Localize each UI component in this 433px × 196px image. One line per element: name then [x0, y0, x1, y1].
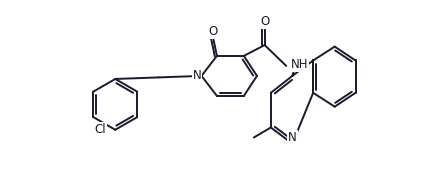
- Text: N: N: [288, 131, 297, 144]
- Text: O: O: [260, 15, 269, 28]
- Text: Cl: Cl: [94, 123, 106, 136]
- Text: N: N: [193, 69, 201, 82]
- Text: NH: NH: [291, 58, 308, 71]
- Text: O: O: [208, 25, 218, 38]
